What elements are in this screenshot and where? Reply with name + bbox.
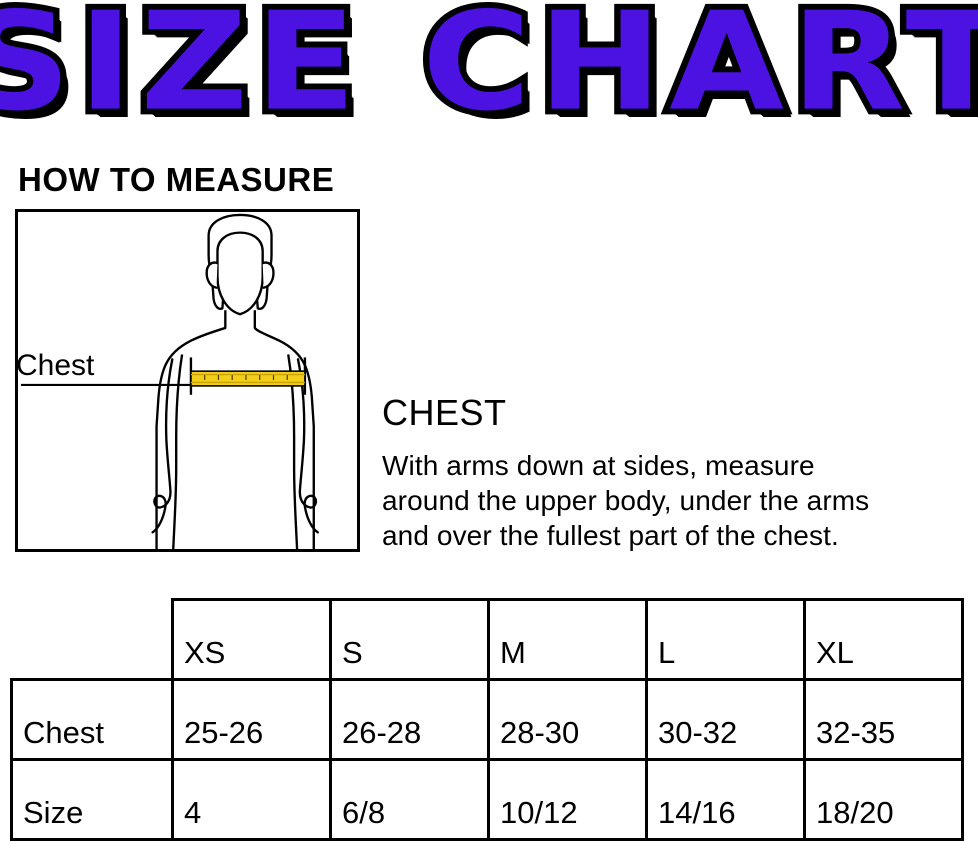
- measuring-tape: [190, 370, 306, 387]
- table-corner-cell: [12, 600, 173, 680]
- cell-chest-xl: 32-35: [803, 678, 964, 761]
- instruction-line-3: and over the fullest part of the chest.: [382, 520, 839, 551]
- column-header-m: M: [487, 598, 648, 681]
- cell-chest-xs: 25-26: [171, 678, 332, 761]
- tape-tick-marks: [204, 375, 288, 381]
- instruction-line-2: around the upper body, under the arms: [382, 485, 870, 516]
- column-header-xs: XS: [171, 598, 332, 681]
- cell-size-m: 10/12: [487, 758, 648, 841]
- cell-size-l: 14/16: [645, 758, 806, 841]
- chest-callout-label: Chest: [16, 349, 95, 382]
- measurement-diagram: [15, 209, 360, 552]
- instruction-line-1: With arms down at sides, measure: [382, 450, 815, 481]
- torso-outline: [155, 310, 315, 549]
- table-header-row: XS S M L XL: [12, 598, 964, 681]
- measurement-description: CHEST With arms down at sides, measure a…: [382, 392, 972, 553]
- title-banner: SIZE CHART: [0, 0, 978, 148]
- cell-chest-l: 30-32: [645, 678, 806, 761]
- body-figure-illustration: [20, 213, 319, 549]
- cell-size-s: 6/8: [329, 758, 490, 841]
- page-title: SIZE CHART: [0, 0, 978, 147]
- table-row: Chest 25-26 26-28 28-30 30-32 32-35: [10, 678, 964, 761]
- row-label-chest: Chest: [10, 678, 174, 761]
- face-outline: [216, 231, 264, 316]
- cell-size-xs: 4: [171, 758, 332, 841]
- cell-chest-m: 28-30: [487, 678, 648, 761]
- table-row: Size 4 6/8 10/12 14/16 18/20: [10, 758, 964, 841]
- left-arm-inner-outline: [151, 358, 174, 534]
- column-header-s: S: [329, 598, 490, 681]
- column-header-l: L: [645, 598, 806, 681]
- right-arm-inner-outline: [296, 358, 319, 534]
- measurement-name: CHEST: [382, 392, 507, 433]
- cell-size-xl: 18/20: [803, 758, 964, 841]
- size-table: XS S M L XL Chest 25-26 26-28 28-30 30-3…: [10, 598, 964, 841]
- left-ear-outline: [205, 261, 219, 289]
- column-header-xl: XL: [803, 598, 964, 681]
- how-to-measure-heading: HOW TO MEASURE: [18, 161, 335, 198]
- right-ear-outline: [261, 261, 275, 289]
- measurement-instructions: With arms down at sides, measure around …: [382, 448, 972, 553]
- cell-chest-s: 26-28: [329, 678, 490, 761]
- row-label-size: Size: [10, 758, 174, 841]
